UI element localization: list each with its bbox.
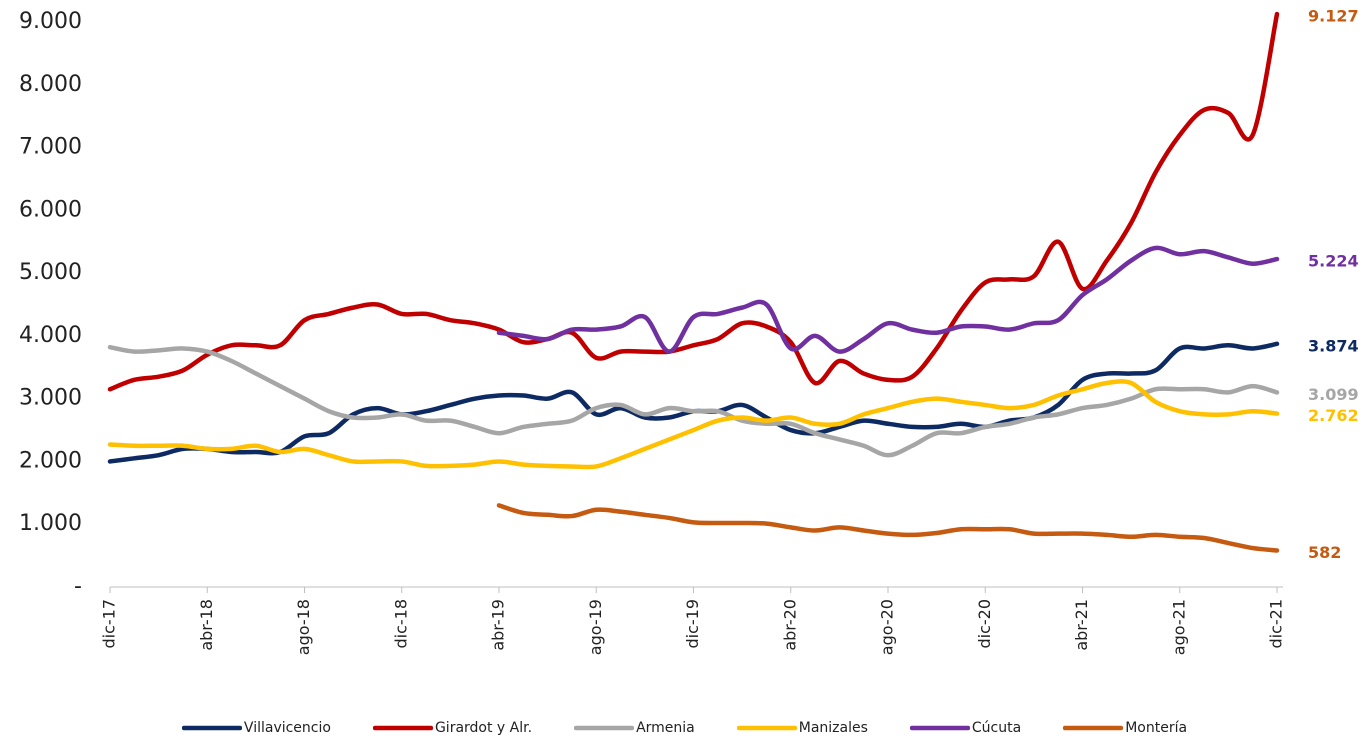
legend-label: Manizales [798,720,868,736]
legend-item: Girardot y Alr. [372,720,533,736]
legend-label: Villavicencio [243,720,331,736]
legend-item: Montería [1063,720,1187,736]
end-label: 3.874 [1308,336,1359,355]
x-tick-label: dic-20 [975,599,994,649]
legend-swatch [372,725,433,731]
series-line [496,245,1280,354]
x-tick-label: abr-21 [1072,599,1091,651]
x-tick-label: dic-19 [683,599,702,649]
legend-label: Armenia [636,720,695,736]
series-line [107,11,1280,392]
legend-label: Girardot y Alr. [434,720,533,736]
legend-item: Cúcuta [909,720,1022,736]
x-tick-label: abr-20 [780,599,799,651]
x-tick-label: dic-21 [1267,599,1286,649]
x-tick-label: ago-21 [1169,599,1188,655]
y-tick-label: 2.000 [19,448,82,473]
legend-swatch [181,725,242,731]
y-tick-label: 9.000 [19,9,82,34]
legend-label: Cúcuta [971,720,1022,736]
legend-item: Villavicencio [181,720,331,736]
y-tick-label: - [74,574,82,599]
chart: - 1.000 2.000 3.000 4.000 5.000 6.000 7.000 8.00… [19,7,1359,656]
legend-swatch [909,725,970,731]
y-tick-label: 7.000 [19,135,82,160]
legend-item: Armenia [574,720,695,736]
x-tick-label: dic-17 [100,599,119,649]
legend-label: Montería [1125,720,1188,736]
end-label: 5.224 [1308,252,1359,271]
end-label: 3.099 [1308,385,1359,404]
legend-swatch [1063,725,1124,731]
x-tick-label: ago-18 [294,599,313,655]
series-line [496,503,1280,553]
legend: Villavicencio Girardot y Alr. Armenia Maniz… [0,720,1369,736]
y-tick-label: 4.000 [19,323,82,348]
y-tick-label: 3.000 [19,386,82,411]
legend-swatch [574,725,635,731]
y-tick-label: 6.000 [19,197,82,222]
x-tick-label: abr-19 [489,599,508,651]
end-label: 582 [1308,543,1341,562]
y-tick-label: 1.000 [19,511,82,536]
x-tick-label: ago-20 [878,599,897,655]
y-tick-label: 8.000 [19,72,82,97]
x-tick-label: abr-18 [197,599,216,651]
legend-swatch [736,725,797,731]
series-line [107,341,1280,464]
series-line [107,379,1280,470]
series-line [107,344,1280,458]
end-label: 9.127 [1308,7,1359,26]
legend-item: Manizales [736,720,868,736]
x-tick-label: dic-18 [391,599,410,649]
x-tick-label: ago-19 [586,599,605,655]
y-tick-label: 5.000 [19,260,82,285]
end-label: 2.762 [1308,406,1359,425]
